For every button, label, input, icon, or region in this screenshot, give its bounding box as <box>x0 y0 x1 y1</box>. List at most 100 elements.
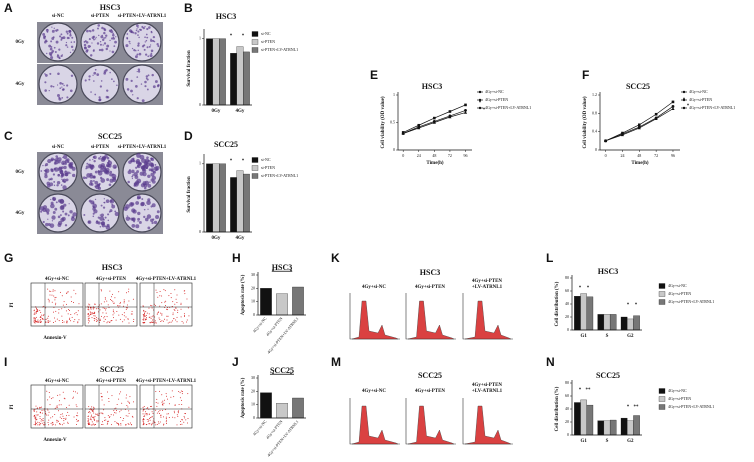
colony <box>60 38 63 41</box>
event <box>36 308 38 310</box>
colony <box>85 165 90 169</box>
event <box>118 398 120 400</box>
row-label: 4Gy <box>16 82 25 87</box>
column-label: si-PTEN <box>91 145 110 150</box>
colony <box>146 78 149 81</box>
colony <box>103 198 106 200</box>
event <box>107 321 109 323</box>
event <box>100 290 102 292</box>
event <box>66 292 68 294</box>
event <box>105 309 107 311</box>
event <box>88 309 90 311</box>
colony <box>128 169 132 172</box>
event <box>61 413 63 415</box>
annotation: * <box>483 108 486 113</box>
event <box>125 394 127 396</box>
event <box>76 415 78 417</box>
event <box>177 411 179 413</box>
colony <box>106 44 110 48</box>
event <box>125 415 127 417</box>
colony <box>93 80 95 82</box>
event <box>89 412 91 414</box>
event <box>179 423 181 425</box>
colony <box>57 72 60 76</box>
event <box>108 307 110 309</box>
event <box>149 423 151 425</box>
colony <box>127 170 132 175</box>
event <box>51 421 53 423</box>
event <box>114 412 116 414</box>
event <box>165 300 167 302</box>
colony <box>56 84 59 86</box>
colony <box>59 82 62 85</box>
event <box>146 312 148 314</box>
event <box>112 309 114 311</box>
event <box>33 321 35 323</box>
event <box>103 301 105 303</box>
colony <box>89 54 93 57</box>
event <box>113 317 115 319</box>
colony <box>153 220 158 225</box>
colony <box>44 89 47 92</box>
event <box>159 295 161 297</box>
event <box>93 406 95 408</box>
event <box>90 424 92 426</box>
event <box>166 413 168 415</box>
colony <box>94 180 99 185</box>
colony <box>60 184 63 186</box>
colony <box>99 40 102 43</box>
annotation: * <box>627 405 630 410</box>
x-tick-label: 0Gy <box>212 236 221 241</box>
event <box>159 290 161 292</box>
event <box>35 416 37 418</box>
event <box>73 416 75 418</box>
event <box>132 298 134 300</box>
event <box>143 406 145 408</box>
hist-axes <box>349 293 400 340</box>
legend-label: si-NC <box>261 157 271 162</box>
colony <box>56 55 60 58</box>
event <box>150 424 152 426</box>
colony <box>141 99 145 103</box>
event <box>58 320 60 322</box>
colony <box>130 79 133 83</box>
event <box>175 319 177 321</box>
event <box>148 413 150 415</box>
event <box>36 411 38 413</box>
column-label: 4Gy+si-PTEN+LV-ATRNL1 <box>136 379 197 384</box>
event <box>93 419 95 421</box>
colony <box>108 210 111 213</box>
event <box>52 322 54 324</box>
colony <box>150 39 153 42</box>
event <box>152 322 154 324</box>
marker <box>637 123 641 127</box>
colony <box>137 34 139 36</box>
event <box>67 291 69 293</box>
colony <box>98 48 102 52</box>
event <box>35 414 37 416</box>
colony <box>83 213 86 216</box>
event <box>149 419 151 421</box>
colony <box>70 45 74 49</box>
colony <box>134 175 139 179</box>
colony <box>61 173 64 177</box>
legend-marker <box>478 106 482 110</box>
event <box>151 307 153 309</box>
event <box>162 409 164 411</box>
bar <box>609 314 617 331</box>
legend-swatch <box>251 31 259 37</box>
event <box>107 420 109 422</box>
colony <box>57 157 62 162</box>
event <box>179 392 181 394</box>
row-label: 0Gy <box>16 40 25 45</box>
bar <box>212 38 220 106</box>
event <box>142 319 144 321</box>
marker <box>448 115 452 119</box>
colony <box>89 159 91 161</box>
event <box>77 310 79 312</box>
annotation: * <box>230 159 233 164</box>
event <box>50 398 52 400</box>
event <box>100 315 102 317</box>
colony <box>46 212 50 215</box>
colony <box>47 218 49 220</box>
